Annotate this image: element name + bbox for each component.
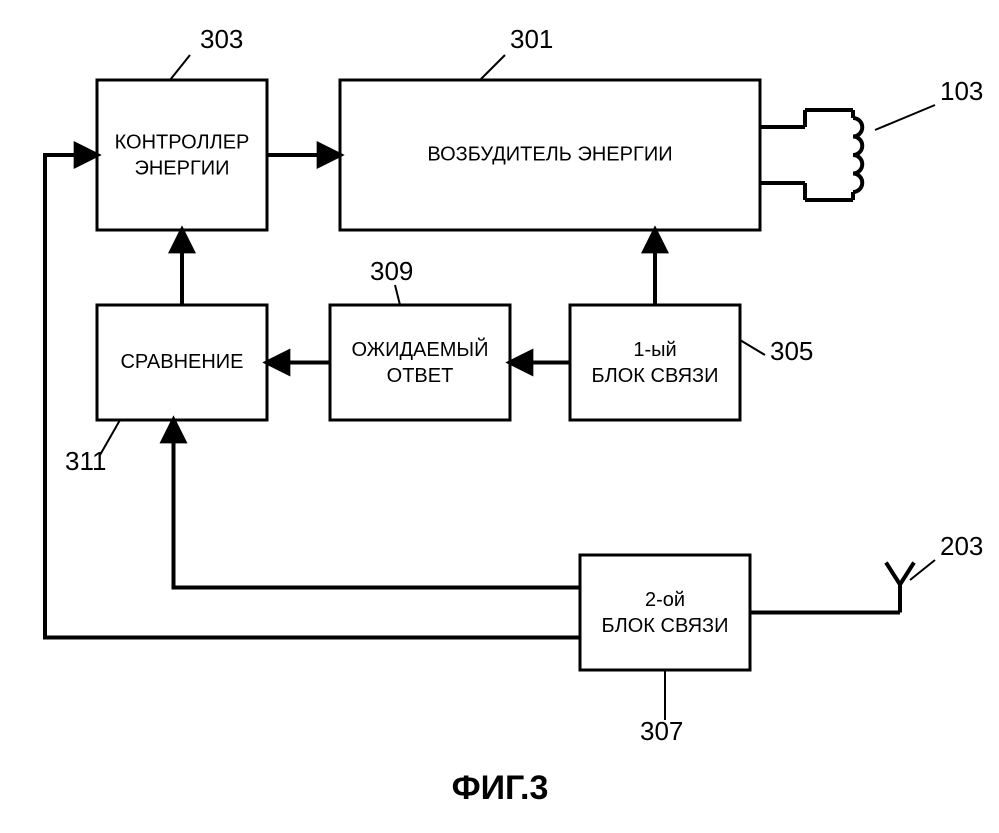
- ref-303-leader: [170, 55, 190, 80]
- ref-309: 309: [370, 256, 413, 286]
- ref-305-leader: [740, 340, 765, 355]
- ref-309-leader: [395, 285, 400, 305]
- block-comm1-label1: 1-ый: [633, 339, 676, 361]
- ref-307: 307: [640, 716, 683, 746]
- block-driver-label: ВОЗБУДИТЕЛЬ ЭНЕРГИИ: [427, 143, 672, 165]
- block-expected-label1: ОЖИДАЕМЫЙ: [352, 337, 489, 361]
- coil-icon: [760, 110, 862, 200]
- block-controller: [97, 80, 267, 230]
- edge-comm2-compare: [174, 420, 581, 588]
- block-expected: [330, 305, 510, 420]
- ref-103-leader: [875, 105, 935, 130]
- ref-301-leader: [480, 55, 505, 80]
- block-comm2-label2: БЛОК СВЯЗИ: [601, 615, 728, 637]
- antenna-icon: [750, 563, 914, 613]
- ref-103: 103: [940, 76, 983, 106]
- block-comm1: [570, 305, 740, 420]
- block-controller-label2: ЭНЕРГИИ: [134, 157, 229, 179]
- ref-203: 203: [940, 531, 983, 561]
- ref-301: 301: [510, 24, 553, 54]
- figure-caption: ФИГ.3: [452, 769, 549, 807]
- block-controller-label1: КОНТРОЛЛЕР: [115, 131, 250, 153]
- block-diagram: КОНТРОЛЛЕР ЭНЕРГИИ ВОЗБУДИТЕЛЬ ЭНЕРГИИ СРАВ…: [0, 0, 999, 833]
- block-comm1-label2: БЛОК СВЯЗИ: [591, 365, 718, 387]
- block-compare-label: СРАВНЕНИЕ: [120, 351, 243, 373]
- ref-311: 311: [65, 446, 106, 476]
- block-comm2: [580, 555, 750, 670]
- ref-305: 305: [770, 336, 813, 366]
- block-comm2-label1: 2-ой: [645, 589, 685, 611]
- block-expected-label2: ОТВЕТ: [387, 365, 454, 387]
- ref-303: 303: [200, 24, 243, 54]
